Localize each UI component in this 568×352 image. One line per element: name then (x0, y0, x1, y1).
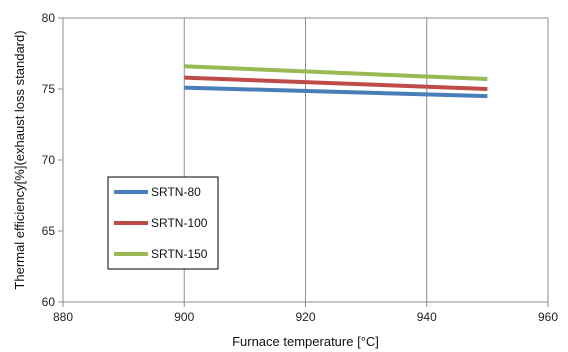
series-lines (184, 64, 488, 99)
y-tick-label: 70 (42, 153, 56, 167)
series-line-srtn-80 (184, 85, 488, 99)
x-tick-label: 900 (174, 310, 194, 324)
y-tick-label: 75 (42, 82, 56, 96)
series-line-srtn-100 (184, 75, 488, 91)
x-axis-title: Furnace temperature [°C] (232, 334, 379, 349)
legend-label-srtn-80: SRTN-80 (151, 185, 201, 199)
y-tick-label: 65 (42, 224, 56, 238)
legend-label-srtn-100: SRTN-100 (151, 216, 208, 230)
x-tick-label: 960 (538, 310, 558, 324)
x-tick-label: 920 (295, 310, 315, 324)
legend-label-srtn-150: SRTN-150 (151, 247, 208, 261)
x-tick-label: 880 (53, 310, 73, 324)
y-tick-label: 80 (42, 11, 56, 25)
y-tick-label: 60 (42, 295, 56, 309)
legend: SRTN-80 SRTN-100 SRTN-150 (107, 176, 219, 270)
axis-ticks: 880 900 920 940 960 60 65 70 75 80 (42, 11, 559, 324)
y-axis-title: Thermal efficiency[%](exhaust loss stand… (12, 30, 27, 289)
series-line-srtn-150 (184, 64, 488, 82)
x-tick-label: 940 (417, 310, 437, 324)
